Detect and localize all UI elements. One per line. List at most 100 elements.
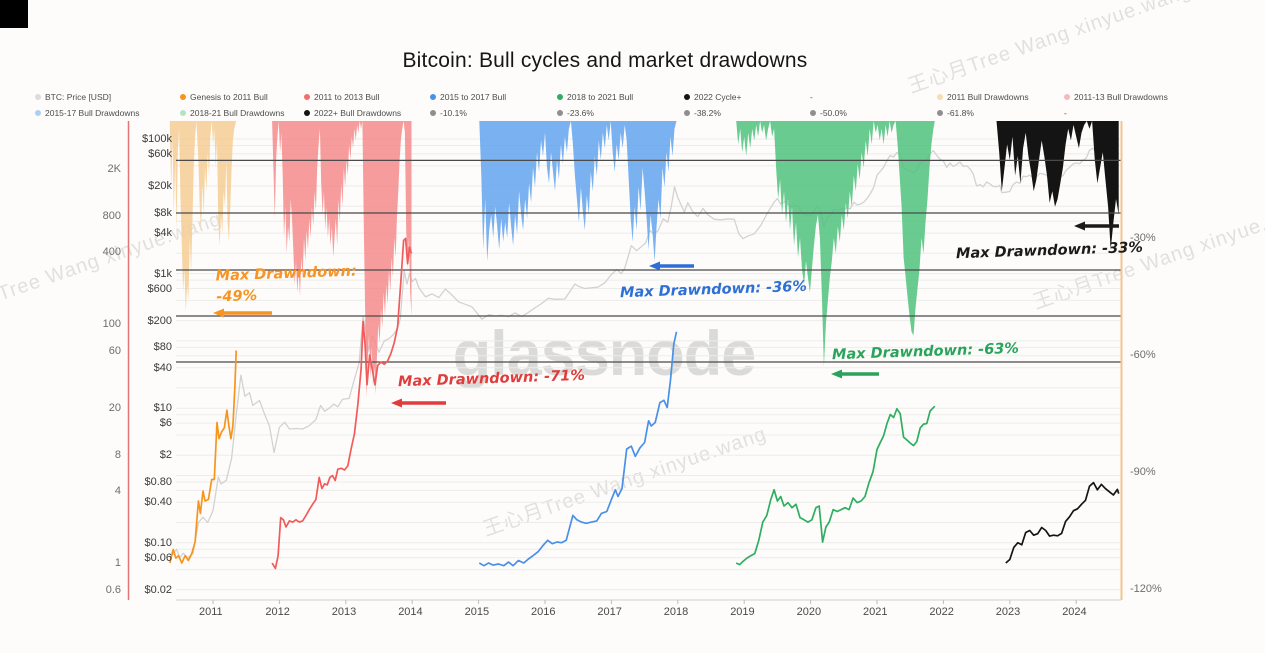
ann-2017-arrowhead (649, 261, 660, 271)
ann-2011-text: Max Drawndown: -49% (215, 263, 358, 306)
left-axis-outer-tick: 4 (114, 485, 121, 498)
x-axis-year-tick: 2016 (531, 606, 556, 618)
legend-dot (304, 94, 310, 100)
legend-item-0-5[interactable]: 2022 Cycle+ (684, 92, 742, 102)
legend-item-1-8[interactable]: - (1064, 108, 1067, 118)
ann-2011-arrowhead (213, 308, 224, 318)
legend-item-0-1[interactable]: Genesis to 2011 Bull (180, 92, 268, 102)
legend-dot (430, 94, 436, 100)
legend-label: 2018 to 2021 Bull (567, 92, 634, 102)
legend: BTC: Price [USD] Genesis to 2011 Bull 2011… (0, 92, 1265, 124)
right-axis-percent-tick: -30% (1130, 232, 1156, 244)
x-axis-year-tick: 2020 (796, 606, 822, 618)
legend-label: 2022+ Bull Drawdowns (314, 108, 402, 118)
legend-dot (937, 110, 943, 116)
legend-item-0-0[interactable]: BTC: Price [USD] (35, 92, 111, 102)
x-axis-year-tick: 2012 (265, 606, 290, 618)
ann-2024-arrowhead (1074, 221, 1085, 231)
legend-label: -10.1% (440, 108, 467, 118)
legend-label: BTC: Price [USD] (45, 92, 112, 102)
series-dd-2015-17-bull (479, 121, 677, 262)
glassnode-watermark: glassnode (452, 319, 757, 389)
series-2011-2013-bull (271, 237, 413, 570)
series-dd-2011-13-bull (272, 121, 412, 398)
legend-item-0-7[interactable]: 2011 Bull Drawdowns (937, 92, 1029, 102)
legend-item-1-3[interactable]: -10.1% (430, 108, 467, 118)
x-axis-year-tick: 2018 (663, 606, 689, 618)
left-axis-usd-tick: $60k (148, 147, 172, 160)
left-axis-usd-tick: $100k (142, 133, 172, 145)
series-2015-2017-bull (478, 331, 678, 567)
left-axis-usd-tick: $20k (148, 180, 172, 193)
ann-2013-arrowhead (391, 398, 402, 408)
left-axis-usd-tick: $80 (153, 341, 172, 354)
left-axis-outer-tick: 60 (108, 344, 121, 357)
legend-dot (557, 110, 563, 116)
series-2022-cycle-plus (1005, 481, 1120, 564)
left-axis-outer-tick: 20 (108, 401, 121, 414)
legend-item-1-2[interactable]: 2022+ Bull Drawdowns (304, 108, 401, 118)
corner-square (0, 0, 28, 28)
right-axis-percent-tick: -120% (1130, 583, 1162, 595)
legend-item-1-5[interactable]: -38.2% (684, 108, 721, 118)
legend-dot (684, 94, 690, 100)
legend-label: - (1064, 108, 1067, 118)
left-axis-usd-tick: $40 (153, 361, 172, 374)
series-dd-2022-cycle (996, 121, 1119, 250)
legend-label: 2015-17 Bull Drawdowns (45, 108, 140, 118)
legend-dot (1064, 94, 1070, 100)
legend-dot (180, 94, 186, 100)
legend-label: -38.2% (694, 108, 721, 118)
legend-label: 2011 to 2013 Bull (314, 92, 380, 102)
left-axis-outer-tick: 800 (102, 210, 121, 223)
left-axis-usd-tick: $8k (154, 206, 172, 219)
left-axis-outer-tick: 2K (107, 162, 121, 175)
legend-dot (430, 110, 436, 116)
x-axis-year-tick: 2024 (1062, 606, 1087, 618)
legend-label: -61.8% (947, 108, 974, 118)
legend-item-0-3[interactable]: 2015 to 2017 Bull (430, 92, 506, 102)
left-axis-usd-tick: $0.40 (144, 496, 172, 509)
series-dd-2018-21-bull (736, 121, 935, 367)
left-axis-usd-tick: $2 (159, 449, 172, 462)
left-axis-usd-tick: $0.06 (144, 551, 172, 564)
legend-item-1-7[interactable]: -61.8% (937, 108, 974, 118)
legend-item-0-4[interactable]: 2018 to 2021 Bull (557, 92, 633, 102)
legend-label: Genesis to 2011 Bull (190, 92, 268, 102)
left-axis-usd-tick: $0.80 (144, 476, 172, 489)
left-axis-usd-tick: $10 (153, 402, 172, 415)
left-axis-outer-tick: 100 (102, 318, 121, 330)
legend-item-1-1[interactable]: 2018-21 Bull Drawdowns (180, 108, 285, 118)
legend-label: -23.6% (567, 108, 594, 118)
legend-item-0-8[interactable]: 2011-13 Bull Drawdowns (1064, 92, 1168, 102)
left-axis-outer-tick: 8 (114, 449, 121, 462)
x-axis-year-tick: 2014 (398, 606, 423, 618)
legend-dot (304, 110, 310, 116)
legend-label: - (810, 92, 813, 102)
legend-item-1-4[interactable]: -23.6% (557, 108, 594, 118)
x-axis-year-tick: 2011 (199, 606, 223, 618)
x-axis-year-tick: 2015 (464, 606, 490, 618)
legend-item-1-6[interactable]: -50.0% (810, 108, 847, 118)
legend-label: 2018-21 Bull Drawdowns (190, 108, 285, 118)
legend-dot (180, 110, 186, 116)
legend-dot (937, 94, 943, 100)
legend-dot (35, 94, 41, 100)
x-axis-year-tick: 2017 (597, 606, 622, 618)
legend-label: 2011 Bull Drawdowns (947, 92, 1029, 102)
left-axis-outer-tick: 1 (114, 557, 121, 569)
legend-item-0-2[interactable]: 2011 to 2013 Bull (304, 92, 380, 102)
left-axis-usd-tick: $6 (159, 417, 172, 430)
x-axis-year-tick: 2022 (929, 606, 954, 618)
x-axis-year-tick: 2013 (331, 606, 357, 618)
series-genesis-2011-bull (168, 350, 238, 564)
legend-label: 2022 Cycle+ (694, 92, 742, 102)
legend-label: 2015 to 2017 Bull (440, 92, 507, 102)
legend-item-0-6[interactable]: - (810, 92, 813, 102)
legend-row-1: BTC: Price [USD] Genesis to 2011 Bull 2011… (0, 92, 1265, 106)
left-axis-usd-tick: $1k (154, 267, 172, 280)
left-axis-usd-tick: $0.10 (144, 536, 172, 549)
legend-item-1-0[interactable]: 2015-17 Bull Drawdowns (35, 108, 140, 118)
